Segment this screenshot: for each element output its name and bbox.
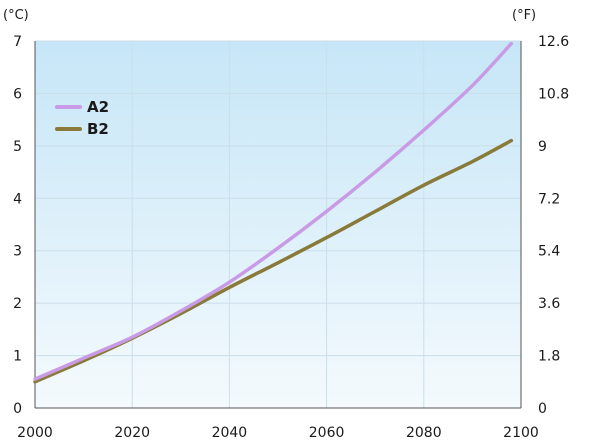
y-tick-label-left: 7 — [13, 34, 22, 50]
y-tick-label-left: 1 — [13, 349, 22, 365]
x-tick-label: 2020 — [114, 425, 150, 441]
series-lines — [33, 41, 514, 384]
plot-area — [35, 41, 521, 408]
y-tick-label-right: 1.8 — [538, 349, 560, 365]
y-tick-label-left: 6 — [13, 86, 22, 102]
x-tick-label: 2100 — [503, 425, 539, 441]
y-tick-label-right: 5.4 — [538, 244, 560, 260]
x-tick-label: 2080 — [406, 425, 442, 441]
y-tick-label-right: 7.2 — [538, 191, 560, 207]
legend-label-b2: B2 — [87, 120, 109, 138]
axes — [34, 41, 522, 409]
legend-label-a2: A2 — [87, 98, 109, 116]
y-tick-label-right: 12.6 — [538, 34, 569, 50]
series-line-a2 — [33, 41, 514, 381]
x-tick-label: 2040 — [212, 425, 248, 441]
tick-labels: 2000 2020 2040 2060 2080 2100 0 1 2 3 4 5 6 7 0 1.8 3.6 5… — [13, 34, 569, 441]
x-tick-label: 2000 — [17, 425, 53, 441]
y-tick-label-left: 5 — [13, 139, 22, 155]
y-tick-label-left: 0 — [13, 401, 22, 417]
y-tick-label-left: 2 — [13, 296, 22, 312]
y-tick-label-left: 4 — [13, 191, 22, 207]
y-tick-label-right: 0 — [538, 401, 547, 417]
x-tick-label: 2060 — [309, 425, 345, 441]
y-tick-label-right: 9 — [538, 139, 547, 155]
y-tick-label-right: 10.8 — [538, 86, 569, 102]
y-tick-label-right: 3.6 — [538, 296, 560, 312]
y-tick-label-left: 3 — [13, 244, 22, 260]
y-axis-label-right: (°F) — [512, 8, 536, 23]
y-axis-label-left: (°C) — [3, 8, 29, 23]
